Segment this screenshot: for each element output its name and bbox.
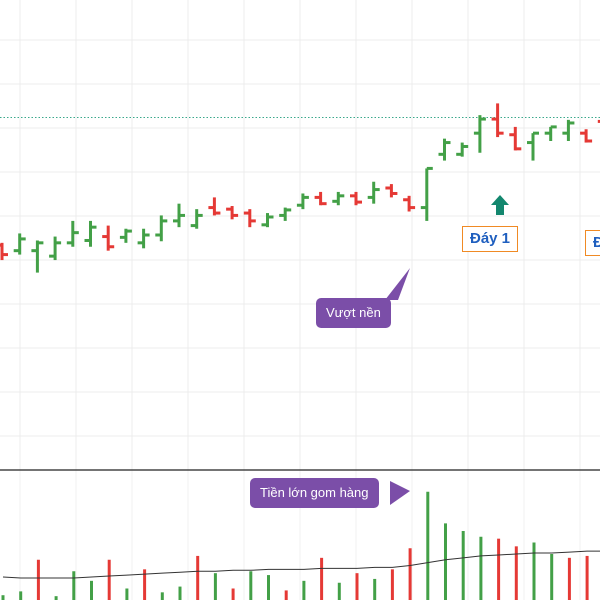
volume-bars <box>1 491 589 600</box>
volume-pointer <box>390 481 410 505</box>
ohlc-bar <box>84 220 97 247</box>
ohlc-bar <box>420 166 433 221</box>
callout-pointers <box>385 268 410 505</box>
ohlc-bar <box>119 228 132 243</box>
ohlc-bar <box>137 228 150 249</box>
volume-ma <box>2 550 600 579</box>
ohlc-bar <box>190 209 203 229</box>
ohlc-bar <box>279 207 292 221</box>
ohlc-bar <box>544 125 557 141</box>
ohlc-bar <box>332 191 345 206</box>
ohlc-bar <box>66 220 79 247</box>
ohlc-bar <box>49 236 62 261</box>
ohlc-bar <box>580 129 593 143</box>
ohlc-bar <box>0 242 8 261</box>
callout-volume-note: Tiền lớn gom hàng <box>250 478 379 508</box>
volume-ma-line <box>2 550 600 579</box>
breakout-pointer <box>385 268 410 300</box>
ohlc-bar <box>226 206 239 220</box>
ohlc-bar <box>491 103 504 138</box>
arrow-shape <box>491 195 509 215</box>
callout-breakout: Vượt nền <box>316 298 391 328</box>
ohlc-bar <box>173 203 185 228</box>
ohlc-bar <box>314 191 327 206</box>
label-bottom-2: Đ <box>585 230 600 256</box>
ohlc-bar <box>473 115 486 153</box>
ohlc-bar <box>527 131 539 161</box>
ohlc-bar <box>385 184 398 198</box>
ohlc-bar <box>296 193 309 210</box>
ohlc-bar <box>438 138 451 161</box>
ohlc-bar <box>562 119 575 141</box>
ohlc-bar <box>243 209 256 228</box>
label-bottom-1: Đáy 1 <box>462 226 519 252</box>
ohlc-bar <box>13 233 26 255</box>
ohlc-bar <box>456 142 469 157</box>
ohlc-bar <box>509 126 522 151</box>
up-arrow-icon <box>491 195 509 215</box>
ohlc-bar <box>350 191 362 206</box>
ohlc-bar <box>367 181 380 204</box>
ohlc-bar <box>403 195 416 212</box>
ohlc-bar <box>102 225 115 251</box>
ohlc-bar <box>31 240 44 273</box>
ohlc-bar <box>155 215 168 242</box>
price-bars <box>0 103 600 273</box>
ohlc-bar <box>261 213 274 228</box>
ohlc-bar <box>208 197 221 216</box>
ohlc-bar <box>597 119 600 123</box>
